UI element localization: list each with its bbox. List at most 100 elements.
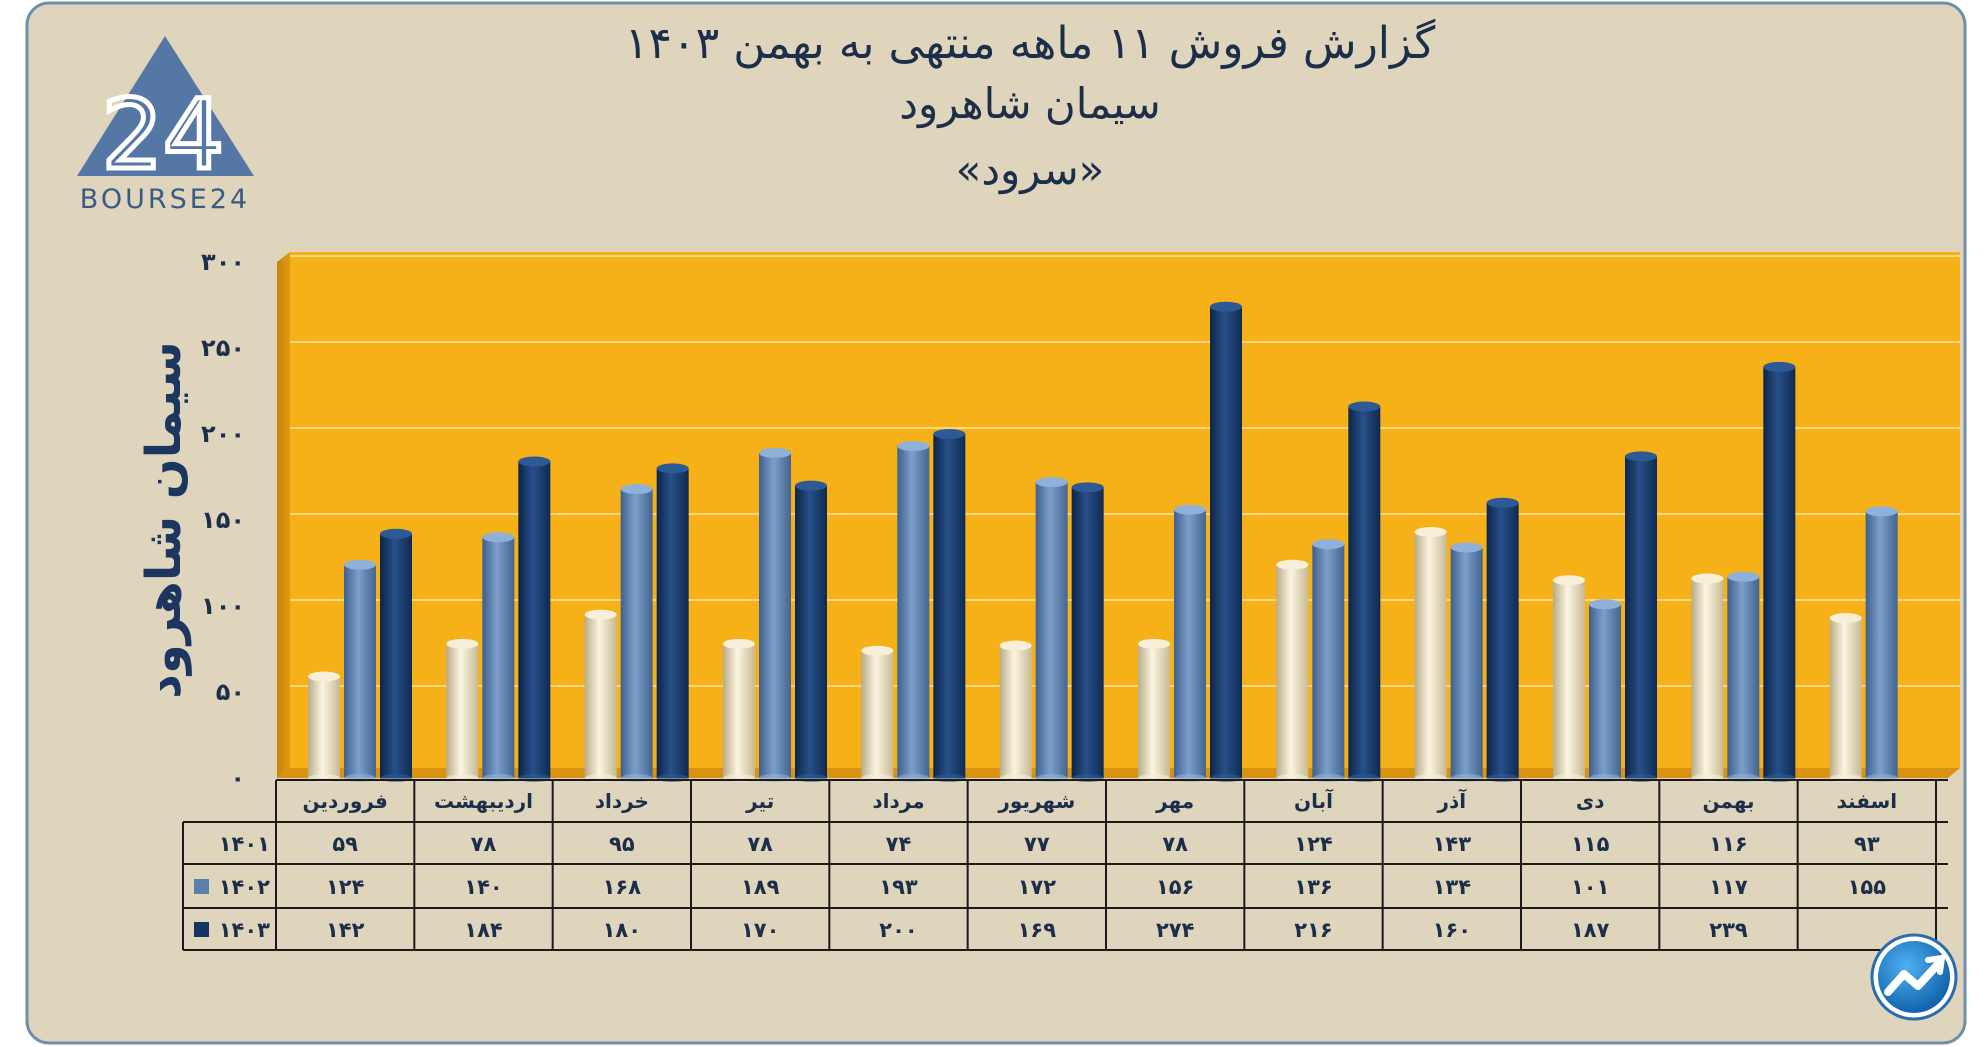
legend-label: ۱۴۰۱ bbox=[219, 832, 270, 856]
bar-1401 bbox=[446, 638, 479, 782]
bar-1401 bbox=[1553, 575, 1585, 782]
data-label: ۱۱۷ bbox=[1709, 875, 1748, 899]
data-label: ۱۶۹ bbox=[1018, 918, 1057, 942]
category-label: خرداد bbox=[595, 789, 649, 813]
y-tick-label: ۵۰ bbox=[216, 678, 245, 706]
data-label: ۷۸ bbox=[1162, 832, 1188, 856]
data-label: ۱۵۵ bbox=[1848, 875, 1887, 899]
y-tick-label: ۱۵۰ bbox=[201, 506, 245, 534]
data-label: ۱۴۳ bbox=[1433, 832, 1472, 856]
data-label: ۱۵۶ bbox=[1156, 875, 1194, 899]
bar-1403 bbox=[1486, 497, 1519, 782]
legend-label: ۱۴۰۲ bbox=[219, 875, 270, 899]
y-tick-label: ۱۰۰ bbox=[201, 592, 245, 620]
bar-1402 bbox=[620, 484, 653, 782]
category-label: شهریور bbox=[997, 789, 1075, 813]
data-label: ۷۸ bbox=[471, 832, 497, 856]
bar-1403 bbox=[518, 456, 551, 782]
data-label: ۱۱۶ bbox=[1709, 832, 1747, 856]
data-label: ۲۱۶ bbox=[1294, 918, 1332, 942]
bar-1403 bbox=[933, 429, 966, 782]
bar-1402 bbox=[1727, 571, 1760, 782]
category-label: آبان bbox=[1294, 788, 1334, 813]
data-label: ۱۷۲ bbox=[1018, 875, 1057, 899]
bar-1402 bbox=[1589, 599, 1621, 782]
data-label: ۱۶۸ bbox=[603, 875, 642, 899]
bar-1401 bbox=[1691, 573, 1724, 782]
category-label: مرداد bbox=[872, 789, 924, 813]
y-axis-ticks: ۰ ۵۰ ۱۰۰ ۱۵۰ ۲۰۰ ۲۵۰ ۳۰۰ bbox=[201, 248, 245, 792]
bourse24-logo: 24 BOURSE24 bbox=[77, 36, 254, 215]
data-label: ۷۴ bbox=[886, 832, 912, 856]
bar-1401 bbox=[1414, 527, 1447, 782]
bar-1403 bbox=[1625, 451, 1657, 782]
data-label: ۱۰۱ bbox=[1571, 875, 1609, 899]
plot-side-wall bbox=[277, 252, 290, 778]
y-tick-label: ۰ bbox=[230, 764, 245, 792]
y-tick-label: ۲۵۰ bbox=[201, 334, 245, 362]
title-line-3: «سرود» bbox=[956, 145, 1105, 194]
title-line-1: گزارش فروش ۱۱ ماهه منتهی به بهمن ۱۴۰۳ bbox=[625, 18, 1436, 69]
data-label: ۱۷۰ bbox=[741, 918, 779, 942]
title-line-2: سیمان شاهرود bbox=[899, 79, 1160, 128]
logo-text: BOURSE24 bbox=[80, 184, 250, 215]
bar-1402 bbox=[1865, 506, 1898, 782]
logo-mark: 24 bbox=[102, 79, 224, 191]
bar-1403 bbox=[1763, 361, 1796, 782]
legend-swatch bbox=[194, 922, 209, 937]
bar-1403 bbox=[1071, 482, 1104, 782]
gridlines bbox=[290, 255, 1960, 687]
category-label: بهمن bbox=[1702, 789, 1754, 813]
bar-1401 bbox=[1276, 559, 1309, 782]
bar-1401 bbox=[1829, 613, 1862, 782]
bar-1402 bbox=[482, 532, 515, 782]
category-label: آذر bbox=[1437, 788, 1468, 813]
y-tick-label: ۲۰۰ bbox=[201, 420, 245, 448]
data-label: ۹۳ bbox=[1854, 832, 1880, 856]
bar-1403 bbox=[656, 463, 689, 782]
bar-1403 bbox=[795, 480, 827, 782]
bar-1401 bbox=[1138, 638, 1170, 782]
category-label: مهر bbox=[1155, 789, 1194, 813]
data-label: ۷۷ bbox=[1024, 832, 1050, 856]
bar-1402 bbox=[1035, 477, 1068, 782]
data-label: ۵۹ bbox=[332, 832, 358, 856]
bar-1402 bbox=[897, 441, 930, 782]
category-label: تیر bbox=[745, 789, 774, 813]
y-tick-label: ۳۰۰ bbox=[201, 248, 245, 276]
bar-1403 bbox=[1348, 401, 1381, 782]
data-label: ۱۸۹ bbox=[741, 875, 780, 899]
bar-1403 bbox=[1210, 301, 1242, 782]
plot-floor bbox=[277, 768, 1960, 778]
data-label: ۲۰۰ bbox=[879, 918, 917, 942]
bar-1401 bbox=[723, 638, 755, 782]
category-label: فروردین bbox=[303, 789, 388, 813]
plot-background bbox=[290, 252, 1960, 768]
category-label: دی bbox=[1576, 789, 1605, 813]
bar-1401 bbox=[999, 640, 1032, 782]
data-label: ۱۸۰ bbox=[603, 918, 641, 942]
trend-badge-icon bbox=[1870, 933, 1958, 1021]
data-label: ۱۴۰ bbox=[464, 875, 502, 899]
data-label: ۷۸ bbox=[747, 832, 773, 856]
data-label: ۱۳۴ bbox=[1433, 875, 1472, 899]
legend-swatch bbox=[194, 879, 209, 894]
data-label: ۲۷۴ bbox=[1156, 918, 1195, 942]
data-label: ۱۳۶ bbox=[1294, 875, 1332, 899]
bar-1402 bbox=[759, 447, 791, 782]
bar-1402 bbox=[1450, 542, 1483, 782]
category-label: اسفند bbox=[1837, 789, 1898, 813]
data-label: ۱۱۵ bbox=[1571, 832, 1610, 856]
bars bbox=[308, 301, 1898, 782]
data-label: ۱۲۴ bbox=[1294, 832, 1333, 856]
bar-1403 bbox=[380, 528, 412, 782]
bar-1402 bbox=[344, 559, 376, 782]
data-label: ۱۸۷ bbox=[1571, 918, 1610, 942]
data-label: ۱۲۴ bbox=[326, 875, 365, 899]
bar-1401 bbox=[584, 609, 617, 782]
bar-1401 bbox=[861, 645, 894, 782]
category-label: اردیبهشت bbox=[434, 789, 533, 813]
bar-1402 bbox=[1312, 539, 1345, 782]
